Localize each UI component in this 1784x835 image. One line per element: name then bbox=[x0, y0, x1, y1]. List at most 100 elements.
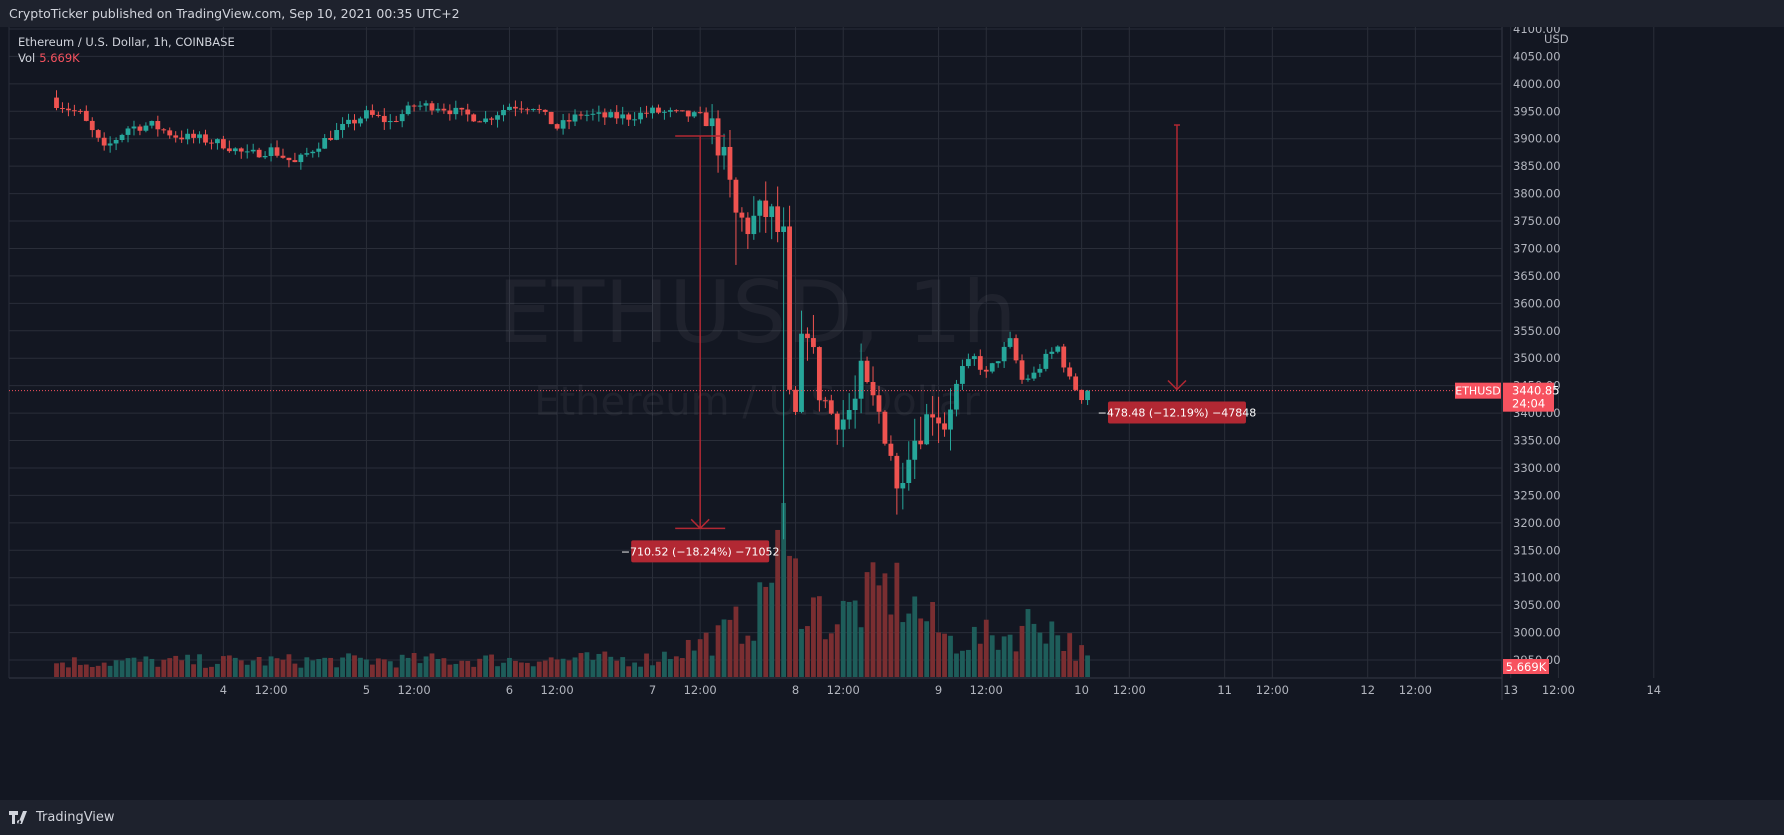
measure-label-box bbox=[631, 540, 770, 563]
candle bbox=[745, 212, 751, 250]
candle bbox=[268, 143, 274, 162]
candle-body bbox=[793, 389, 798, 412]
candle bbox=[143, 122, 149, 133]
candle bbox=[220, 135, 226, 150]
volume-bar bbox=[161, 659, 167, 677]
candle-body bbox=[137, 126, 143, 131]
measure-label-box bbox=[1107, 401, 1246, 424]
candle-body bbox=[113, 140, 119, 144]
candle-body bbox=[1079, 389, 1085, 401]
candle bbox=[435, 103, 441, 113]
volume-bar bbox=[596, 653, 602, 677]
volume-bar bbox=[983, 619, 989, 677]
time-tick-label: 10 bbox=[1074, 683, 1089, 697]
volume-bar bbox=[751, 640, 757, 677]
candle-body bbox=[524, 109, 530, 111]
candle bbox=[244, 144, 250, 159]
candle bbox=[894, 452, 900, 515]
candle-body bbox=[572, 114, 578, 122]
candle bbox=[769, 203, 775, 240]
volume-bar bbox=[399, 654, 405, 677]
volume-bar bbox=[781, 503, 787, 677]
candle bbox=[119, 133, 125, 143]
candle-body bbox=[215, 139, 220, 144]
volume-bar bbox=[667, 659, 673, 677]
volume-bar bbox=[930, 602, 936, 677]
candle-body bbox=[316, 148, 322, 152]
price-tick-label: 3300.00 bbox=[1513, 461, 1561, 475]
volume-tag-label: 5.669K bbox=[1506, 660, 1547, 674]
volume-bar bbox=[167, 658, 173, 677]
candle bbox=[161, 127, 167, 134]
volume-bar bbox=[650, 665, 655, 677]
candle-body bbox=[983, 369, 989, 372]
volume-bar bbox=[620, 657, 626, 677]
candle bbox=[542, 109, 548, 116]
candle-body bbox=[340, 123, 345, 131]
candle-body bbox=[679, 110, 685, 112]
time-tick-label: 12:00 bbox=[1113, 683, 1146, 697]
candle bbox=[691, 110, 697, 119]
candle bbox=[316, 142, 322, 158]
candle bbox=[697, 106, 703, 114]
candle bbox=[721, 133, 727, 170]
chart-legend: Ethereum / U.S. Dollar, 1h, COINBASE Vol… bbox=[18, 34, 235, 66]
candle-body bbox=[727, 146, 733, 180]
volume-bar bbox=[787, 555, 792, 677]
volume-bar bbox=[423, 656, 429, 677]
price-chart[interactable]: 4100.00 4050.00 4000.00 3950.00 3900.00 3850.… bbox=[0, 27, 1784, 800]
volume-bar bbox=[977, 643, 983, 677]
brand-name: TradingView bbox=[36, 810, 115, 825]
volume-bar bbox=[608, 656, 614, 677]
volume-bar bbox=[918, 618, 924, 677]
candle-body bbox=[673, 110, 679, 112]
candle-body bbox=[119, 134, 125, 141]
candle-body bbox=[924, 414, 930, 445]
candle bbox=[709, 104, 715, 145]
candle-body bbox=[381, 115, 387, 123]
volume-bar bbox=[501, 662, 506, 677]
candle bbox=[590, 108, 596, 121]
volume-bar bbox=[876, 585, 882, 677]
candle bbox=[596, 105, 602, 122]
candle-body bbox=[548, 111, 554, 125]
candle-body bbox=[834, 413, 840, 430]
candle bbox=[1085, 389, 1090, 406]
volume-bar bbox=[447, 664, 453, 677]
volume-series bbox=[54, 503, 1090, 677]
candle-body bbox=[143, 125, 149, 131]
volume-bar bbox=[250, 660, 256, 677]
candle bbox=[215, 138, 220, 150]
candle-body bbox=[1049, 351, 1055, 354]
candle bbox=[101, 132, 107, 151]
volume-bar bbox=[733, 606, 739, 677]
candle-body bbox=[465, 109, 471, 115]
candle bbox=[560, 114, 566, 135]
candle bbox=[822, 396, 828, 409]
candle bbox=[95, 129, 101, 142]
volume-bar bbox=[346, 653, 351, 677]
volume-bar bbox=[530, 666, 536, 677]
candle-body bbox=[1043, 353, 1049, 369]
volume-bar bbox=[441, 658, 447, 677]
tradingview-logo[interactable]: TradingView bbox=[9, 810, 115, 825]
volume-bar bbox=[417, 663, 423, 677]
candle-body bbox=[542, 109, 548, 112]
time-tick-label: 13 bbox=[1503, 683, 1518, 697]
candle bbox=[1061, 343, 1067, 373]
candle bbox=[125, 126, 131, 143]
candle-body bbox=[995, 361, 1001, 364]
candle bbox=[602, 108, 608, 125]
candle bbox=[816, 346, 822, 412]
volume-bar bbox=[125, 658, 131, 677]
volume-value: 5.669K bbox=[39, 51, 80, 65]
candle bbox=[334, 122, 340, 141]
candle bbox=[954, 379, 959, 417]
candle-body bbox=[352, 119, 357, 124]
volume-bar bbox=[465, 660, 471, 677]
candle bbox=[870, 366, 876, 406]
candle-body bbox=[930, 414, 936, 418]
volume-bar bbox=[828, 633, 834, 677]
candle-body bbox=[965, 359, 971, 367]
last-price-box bbox=[1503, 382, 1554, 412]
